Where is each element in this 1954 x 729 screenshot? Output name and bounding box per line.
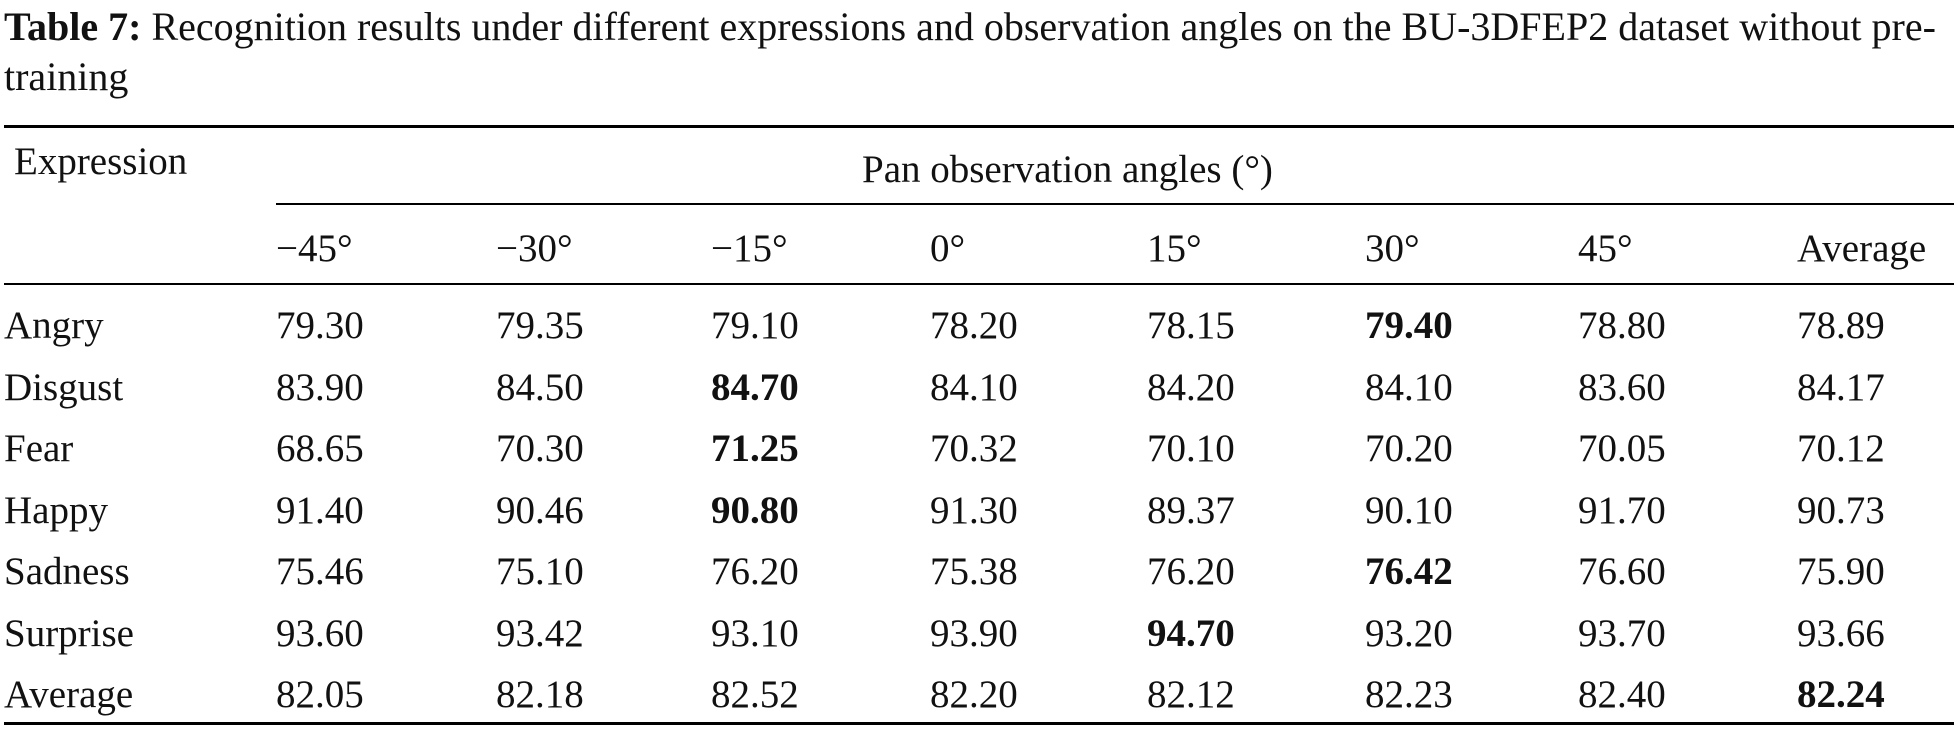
table-cell: 82.18 — [496, 673, 584, 716]
row-label: Happy — [4, 488, 108, 532]
table-cell: 82.23 — [1365, 673, 1453, 716]
table-cell: 68.65 — [276, 427, 364, 470]
caption-text: Recognition results under different expr… — [4, 4, 1936, 99]
table-cell: 91.40 — [276, 488, 364, 532]
table-cell: 90.10 — [1365, 488, 1453, 532]
table-cell: 93.42 — [496, 611, 584, 655]
table-cell: 91.70 — [1578, 488, 1666, 532]
column-header: 30° — [1365, 227, 1420, 270]
column-header: −30° — [496, 227, 573, 270]
caption-label: Table 7: — [4, 4, 142, 49]
column-header: 15° — [1147, 227, 1202, 270]
column-header: 0° — [930, 227, 966, 270]
row-label: Sadness — [4, 550, 130, 593]
table-cell: 93.10 — [711, 611, 799, 655]
table-cell: 82.24 — [1797, 673, 1885, 716]
table-cell: 70.12 — [1797, 427, 1885, 470]
table-cell: 76.42 — [1365, 550, 1453, 593]
top-rule — [4, 125, 1954, 128]
table-cell: 76.20 — [711, 550, 799, 593]
table-cell: 84.50 — [496, 365, 584, 409]
table-cell: 71.25 — [711, 427, 799, 470]
table-cell: 70.30 — [496, 427, 584, 470]
table-cell: 83.90 — [276, 365, 364, 409]
table-cell: 93.20 — [1365, 611, 1453, 655]
row-label: Disgust — [4, 365, 124, 409]
table-cell: 93.70 — [1578, 611, 1666, 655]
table-cell: 75.46 — [276, 550, 364, 593]
table-cell: 75.38 — [930, 550, 1018, 593]
column-header: Average — [1797, 227, 1927, 270]
table-cell: 84.10 — [1365, 365, 1453, 409]
table-cell: 78.20 — [930, 304, 1018, 347]
table-cell: 76.60 — [1578, 550, 1666, 593]
row-header: Expression — [14, 140, 188, 183]
table-cell: 94.70 — [1147, 611, 1235, 655]
table-cell: 79.30 — [276, 304, 364, 347]
table-cell: 79.40 — [1365, 304, 1453, 347]
table-caption: Table 7: Recognition results under diffe… — [4, 2, 1950, 102]
column-header: 45° — [1578, 227, 1633, 270]
table-cell: 79.10 — [711, 304, 799, 347]
column-header: −45° — [276, 227, 353, 270]
table-cell: 70.32 — [930, 427, 1018, 470]
table-cell: 84.20 — [1147, 365, 1235, 409]
table-cell: 90.73 — [1797, 488, 1885, 532]
table-cell: 82.52 — [711, 673, 799, 716]
table-cell: 75.10 — [496, 550, 584, 593]
table-cell: 93.90 — [930, 611, 1018, 655]
table-cell: 93.60 — [276, 611, 364, 655]
table-cell: 76.20 — [1147, 550, 1235, 593]
table-cell: 91.30 — [930, 488, 1018, 532]
table-cell: 78.15 — [1147, 304, 1235, 347]
row-label: Angry — [4, 304, 104, 347]
table-cell: 78.89 — [1797, 304, 1885, 347]
group-rule — [276, 203, 1954, 205]
row-label: Surprise — [4, 611, 134, 655]
table-cell: 70.10 — [1147, 427, 1235, 470]
table-cell: 90.46 — [496, 488, 584, 532]
row-label: Fear — [4, 427, 74, 470]
table-cell: 82.12 — [1147, 673, 1235, 716]
table-cell: 82.40 — [1578, 673, 1666, 716]
bottom-rule — [4, 722, 1954, 725]
table-cell: 83.60 — [1578, 365, 1666, 409]
table-cell: 89.37 — [1147, 488, 1235, 532]
table-cell: 82.05 — [276, 673, 364, 716]
table-cell: 93.66 — [1797, 611, 1885, 655]
table-cell: 90.80 — [711, 488, 799, 532]
table-cell: 79.35 — [496, 304, 584, 347]
table-cell: 84.70 — [711, 365, 799, 409]
column-header: −15° — [711, 227, 788, 270]
table-cell: 70.05 — [1578, 427, 1666, 470]
table-cell: 82.20 — [930, 673, 1018, 716]
table-cell: 84.10 — [930, 365, 1018, 409]
table-cell: 84.17 — [1797, 365, 1885, 409]
group-header: Pan observation angles (°) — [862, 148, 1273, 191]
table-cell: 70.20 — [1365, 427, 1453, 470]
row-label: Average — [4, 673, 134, 716]
table-cell: 75.90 — [1797, 550, 1885, 593]
table-cell: 78.80 — [1578, 304, 1666, 347]
header-rule — [4, 283, 1954, 285]
